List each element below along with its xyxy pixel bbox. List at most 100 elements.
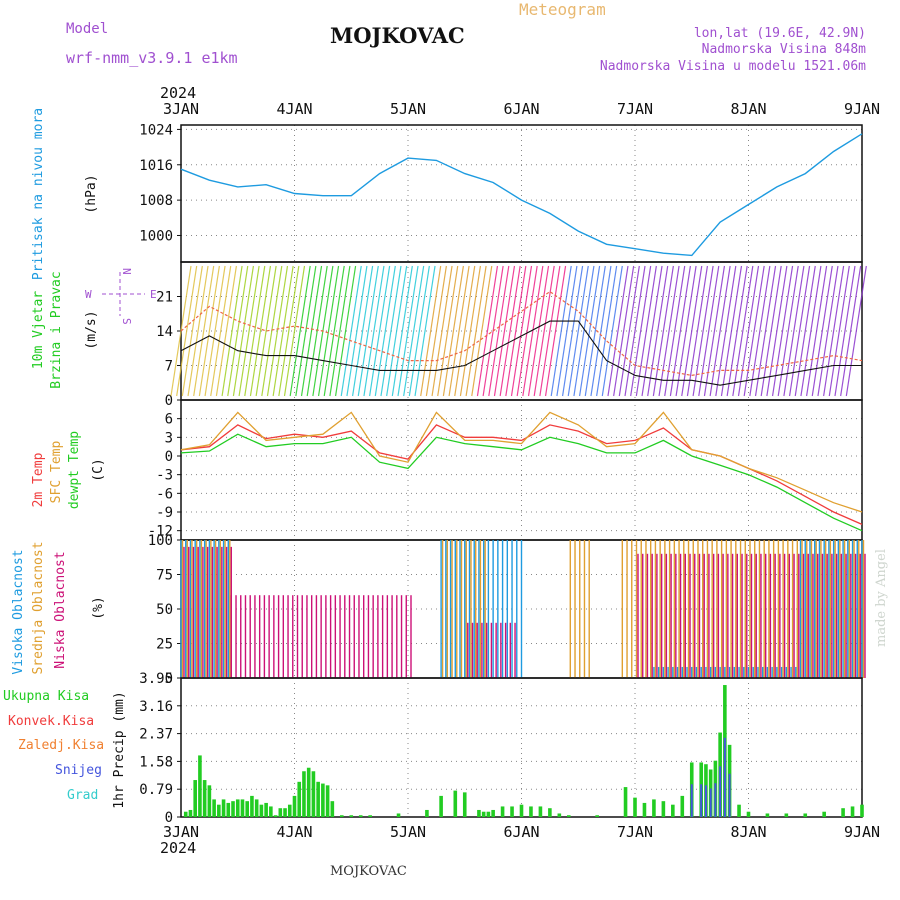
- legend-conv: Konvek.Kisa: [8, 714, 94, 729]
- wind-barb: [686, 265, 709, 397]
- precip-bar: [510, 806, 514, 817]
- wind-ytick-label: 7: [165, 359, 173, 375]
- wind-barb: [522, 265, 544, 397]
- altitude-label: Nadmorska Visina 848m: [702, 42, 867, 57]
- precip-bar: [642, 802, 647, 817]
- wind-barb: [295, 265, 317, 397]
- wind-barb: [346, 265, 368, 397]
- clouds-ytick-label: 100: [148, 533, 173, 549]
- temperature-ytick-label: -3: [156, 468, 173, 484]
- wind-barb: [283, 265, 306, 397]
- legend-frozen: Zaledj.Kisa: [18, 738, 104, 753]
- wind-barb: [681, 265, 703, 397]
- compass-w: W: [85, 288, 92, 301]
- wind-barb: [845, 265, 867, 397]
- precip-bar: [311, 771, 316, 817]
- precip-bar: [453, 790, 458, 817]
- wind-ytick-label: 21: [156, 290, 173, 306]
- wind-barb: [317, 265, 340, 397]
- snow-bar: [723, 737, 726, 817]
- wind-barb: [266, 265, 289, 397]
- wind-barb: [556, 265, 578, 397]
- precip-bar: [557, 813, 562, 817]
- precip-bar: [633, 797, 637, 817]
- temperature-ytick-label: 6: [165, 412, 173, 428]
- precip-bar: [396, 813, 401, 817]
- wind-barb: [726, 265, 748, 397]
- precip-ytick-label: 0: [165, 810, 173, 826]
- wind-barb: [357, 265, 379, 397]
- wind-unit: (m/s): [84, 310, 99, 349]
- wind-barb: [703, 265, 726, 397]
- clouds-ytick-label: 50: [156, 602, 173, 618]
- wind-barb: [533, 265, 555, 397]
- wind-barb: [244, 265, 266, 397]
- compass-s: S: [120, 318, 133, 325]
- pressure-panel: 1000 1008 1016 1024: [139, 122, 863, 263]
- low-cloud-title: Niska Oblacnost: [53, 551, 68, 668]
- bottom-tick-label: 9JAN: [844, 823, 880, 841]
- precip-bar: [368, 815, 372, 817]
- precip-ytick-label: 0.79: [139, 782, 173, 798]
- wind-barb: [641, 265, 663, 397]
- precip-bar: [765, 813, 770, 817]
- wind-barb: [391, 265, 413, 397]
- wind-barb: [380, 265, 402, 397]
- year-label-bottom: 2024: [160, 839, 196, 857]
- wind-barb: [221, 265, 243, 397]
- wind-barb: [420, 265, 442, 397]
- precip-bar: [339, 815, 344, 817]
- precip-bar: [245, 801, 250, 817]
- wind-panel: 0 7 14 21: [156, 261, 867, 409]
- wind-barb: [493, 265, 516, 397]
- lonlat-label: lon,lat (19.6E, 42.9N): [694, 26, 866, 41]
- wind-barb: [618, 265, 640, 397]
- precip-bar: [302, 771, 306, 817]
- precip-bar: [349, 815, 354, 817]
- precip-bar: [321, 783, 325, 817]
- precip-bar: [306, 767, 311, 817]
- precip-ytick-label: 3.16: [139, 699, 173, 715]
- wind-gust-line: [180, 290, 863, 377]
- bottom-tick-label: 5JAN: [390, 823, 426, 841]
- wind-barb: [329, 265, 351, 397]
- precip-bar: [202, 780, 207, 817]
- wind-barb: [442, 265, 464, 397]
- precip-bar: [841, 808, 845, 817]
- wind-barb: [817, 265, 839, 397]
- model-altitude-label: Nadmorska Visina u modelu 1521.06m: [600, 59, 866, 74]
- wind-barb: [414, 265, 436, 397]
- precip-bar: [491, 809, 495, 817]
- temperature-panel: -12 -9 -6 -3 0 3 6: [148, 399, 863, 541]
- pressure-ytick-label: 1008: [139, 193, 173, 209]
- precip-bar: [529, 806, 533, 817]
- wind-barb: [527, 265, 550, 397]
- precip-bar: [462, 792, 467, 817]
- wind-barb: [278, 265, 300, 397]
- wind-barb: [227, 265, 249, 397]
- precip-bar: [566, 815, 571, 817]
- wind-compass: N S W E: [85, 268, 157, 325]
- wind-barb: [437, 265, 459, 397]
- legend-graupel: Grad: [67, 788, 98, 803]
- wind-barb: [760, 265, 782, 397]
- precip-bar: [198, 755, 202, 817]
- precip-ytick-label: 3.95: [139, 671, 173, 687]
- pressure-unit: (hPa): [84, 174, 99, 213]
- cloud-unit: (%): [91, 596, 106, 619]
- wind-barb: [664, 265, 686, 397]
- precip-bar: [292, 795, 297, 817]
- temperature-ytick-label: -12: [148, 524, 173, 540]
- wind-barb: [499, 265, 521, 397]
- legend-total: Ukupna Kisa: [3, 689, 89, 704]
- wind-barb: [647, 265, 669, 397]
- snow-bar: [709, 788, 712, 817]
- precip-bar: [325, 785, 330, 817]
- meteogram-title: Meteogram: [519, 0, 606, 19]
- wind-barb: [544, 265, 567, 397]
- snow-bar: [700, 784, 703, 817]
- wind-barb: [505, 265, 527, 397]
- wind-barb: [465, 265, 487, 397]
- temp-unit: (C): [91, 458, 106, 481]
- precip-bar: [231, 801, 235, 817]
